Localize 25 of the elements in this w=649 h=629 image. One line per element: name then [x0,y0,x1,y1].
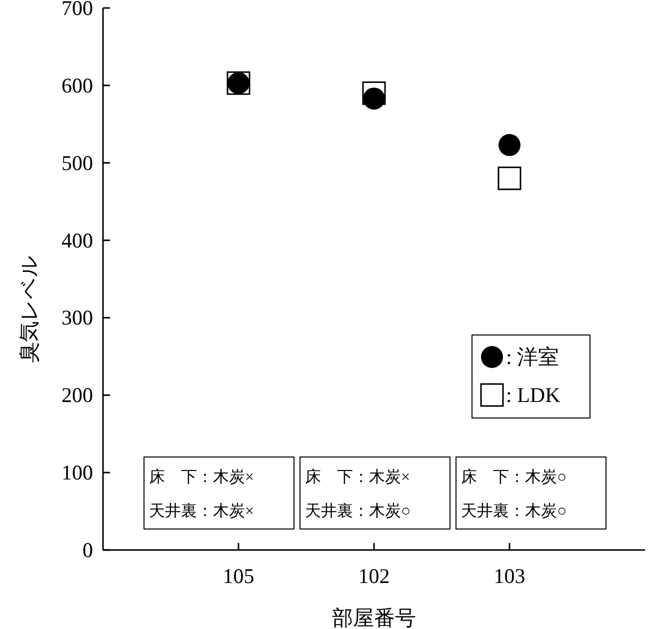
point [498,166,522,190]
x-tick-label: 102 [358,564,390,588]
point [363,88,385,110]
legend-label: : LDK [506,383,560,407]
annotation: 天井裏：木炭× [149,502,254,520]
y-axis-title: 臭気レベル [17,255,41,363]
y-tick-label: 600 [62,73,93,98]
point [362,81,386,105]
y-tick-label: 100 [62,460,93,485]
x-tick-label: 103 [494,564,526,588]
y-tick-label: 200 [62,383,93,408]
annotation: 床 下：木炭× [149,468,254,486]
x-tick-label: 105 [222,564,254,588]
y-tick-label: 400 [62,228,93,252]
y-tick-label: 500 [62,150,93,175]
annotation: 天井裏：木炭○ [305,502,411,520]
y-tick-label: 0 [82,538,93,562]
annotation: 天井裏：木炭○ [461,502,567,520]
y-tick-label: 700 [62,0,93,20]
legend-label: : 洋室 [506,345,560,369]
annotation: 床 下：木炭○ [461,468,567,486]
y-tick-label: 300 [62,306,93,330]
x-axis-title: 部屋番号 [332,606,416,629]
annotation: 床 下：木炭× [305,468,410,486]
point [498,134,520,156]
